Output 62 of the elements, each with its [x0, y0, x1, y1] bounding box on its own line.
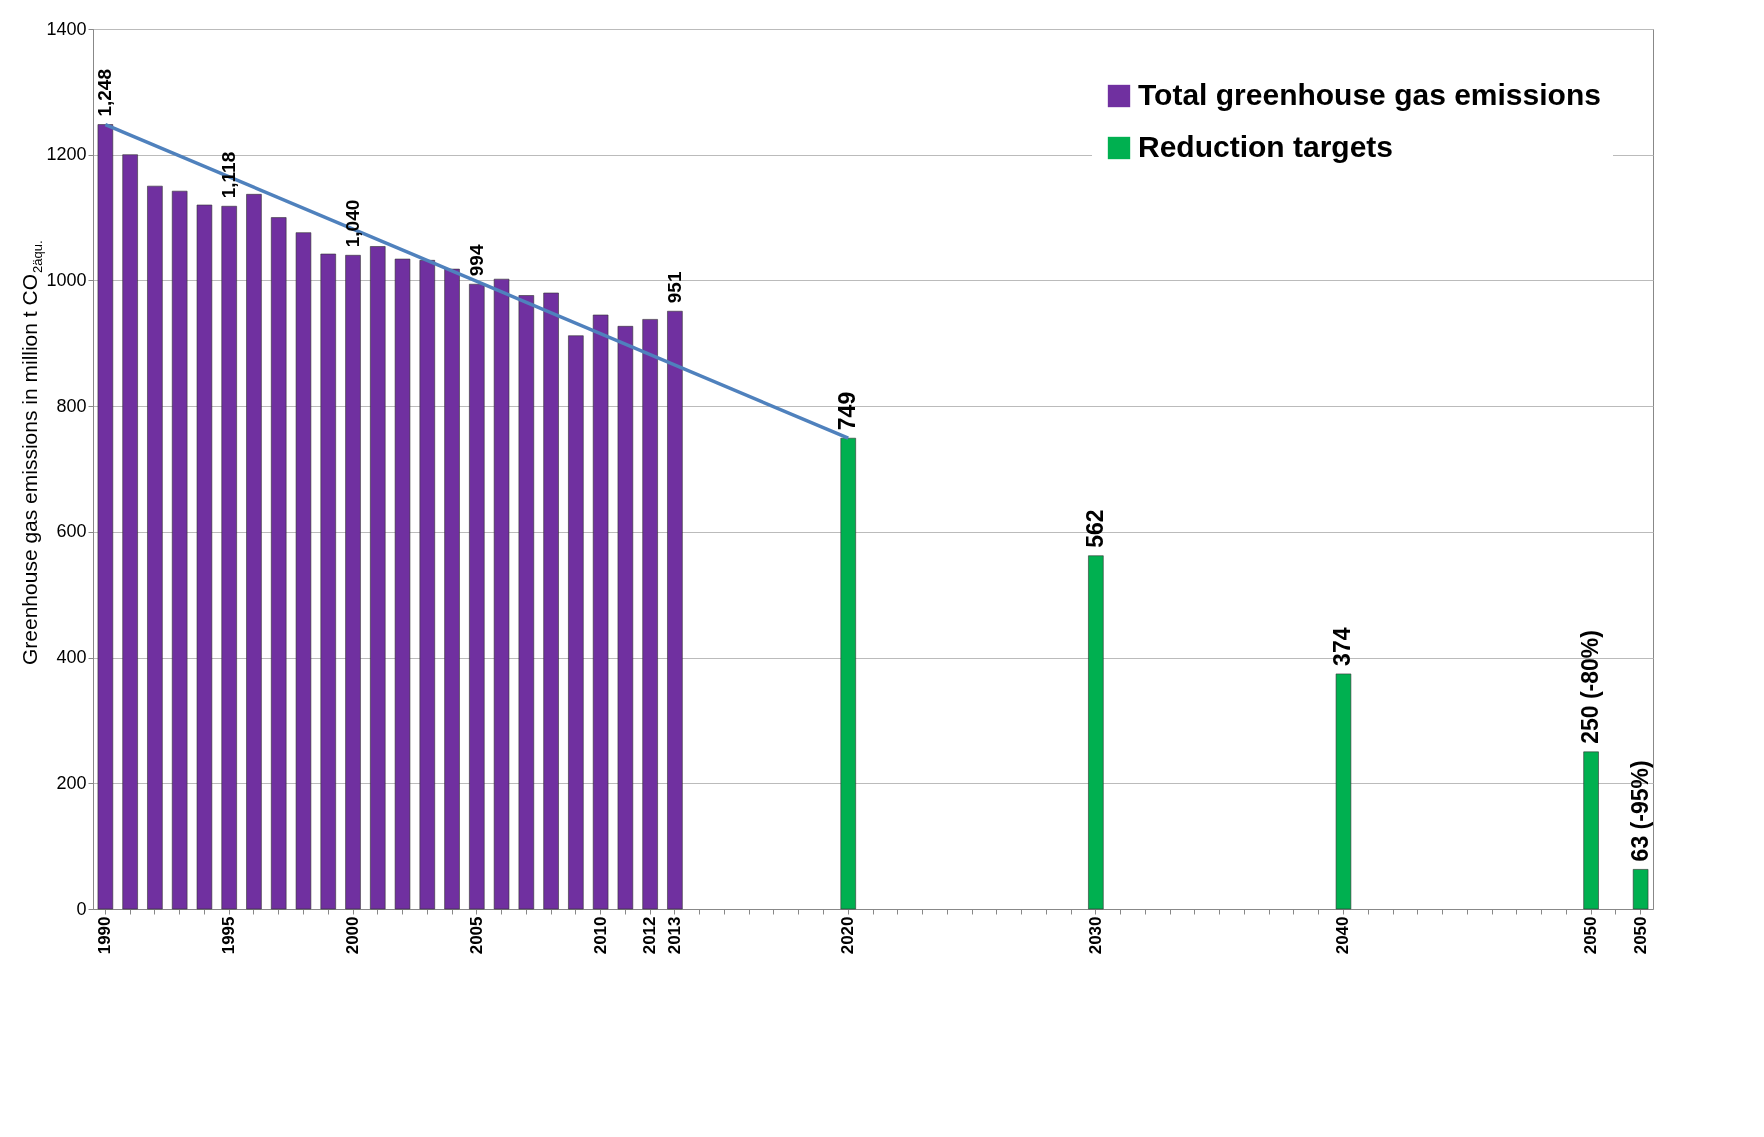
- data-label: 1,118: [218, 151, 240, 199]
- y-tick-label: 0: [76, 898, 87, 919]
- bar: [147, 185, 163, 910]
- x-tick-label: 2040: [1333, 916, 1353, 955]
- y-tick-label: 200: [56, 772, 87, 793]
- data-label: 562: [1081, 509, 1108, 548]
- data-label: 994: [465, 244, 487, 277]
- bar: [394, 258, 411, 910]
- bar: [295, 232, 312, 910]
- x-tick-label: 2005: [466, 916, 486, 955]
- x-tick-label: 2050: [1630, 916, 1650, 955]
- bar: [444, 268, 460, 910]
- bar: [370, 246, 386, 910]
- bar: [518, 295, 535, 910]
- x-tick-label: 2030: [1085, 916, 1105, 955]
- data-label: 374: [1329, 627, 1356, 666]
- bar: [171, 190, 188, 910]
- data-label: 951: [663, 271, 685, 304]
- bar: [667, 310, 683, 910]
- x-tick-label: 2012: [640, 916, 660, 955]
- bar: [221, 205, 237, 910]
- x-tick-label: 1995: [219, 916, 239, 955]
- y-tick-label: 1000: [46, 269, 87, 290]
- bar: [568, 335, 584, 910]
- bar: [642, 319, 658, 910]
- x-tick-label: 2020: [838, 916, 858, 955]
- bar: [1335, 673, 1352, 910]
- bar: [592, 314, 609, 910]
- data-label: 749: [834, 391, 861, 431]
- bar: [196, 204, 213, 910]
- bar: [840, 437, 856, 910]
- bar: [345, 254, 361, 910]
- data-label: 1,248: [94, 69, 116, 117]
- bar: [1583, 751, 1599, 910]
- y-tick-label: 1200: [46, 144, 87, 165]
- legend-label: Total greenhouse gas emissions: [1138, 78, 1601, 111]
- x-tick-label: 2013: [664, 916, 684, 955]
- x-tick-label: 2000: [343, 916, 362, 955]
- bar: [270, 217, 287, 910]
- y-tick-label: 600: [56, 521, 87, 542]
- data-label: 1,040: [342, 199, 363, 248]
- legend-label: Reduction targets: [1138, 130, 1394, 163]
- bar: [122, 154, 138, 910]
- bar: [419, 260, 436, 910]
- bar: [493, 278, 510, 910]
- x-tick-label: 2050: [1581, 916, 1601, 955]
- x-tick-label: 1990: [95, 916, 115, 955]
- bar: [246, 194, 262, 910]
- y-tick-label: 1400: [46, 18, 87, 39]
- bar: [97, 124, 114, 910]
- bar: [543, 292, 559, 910]
- bar: [617, 326, 634, 910]
- x-tick-label: 2010: [590, 916, 610, 955]
- data-label: 250 (-80%): [1577, 630, 1604, 744]
- bar: [1632, 869, 1649, 910]
- bar: [320, 253, 336, 910]
- y-tick-label: 400: [56, 647, 87, 668]
- bar: [1088, 555, 1104, 910]
- bar: [469, 283, 485, 910]
- data-label: 63 (-95%): [1626, 760, 1653, 862]
- y-tick-label: 800: [56, 395, 87, 416]
- y-axis-title: Greenhouse gas emissions in million t CO2äqu.: [18, 240, 45, 666]
